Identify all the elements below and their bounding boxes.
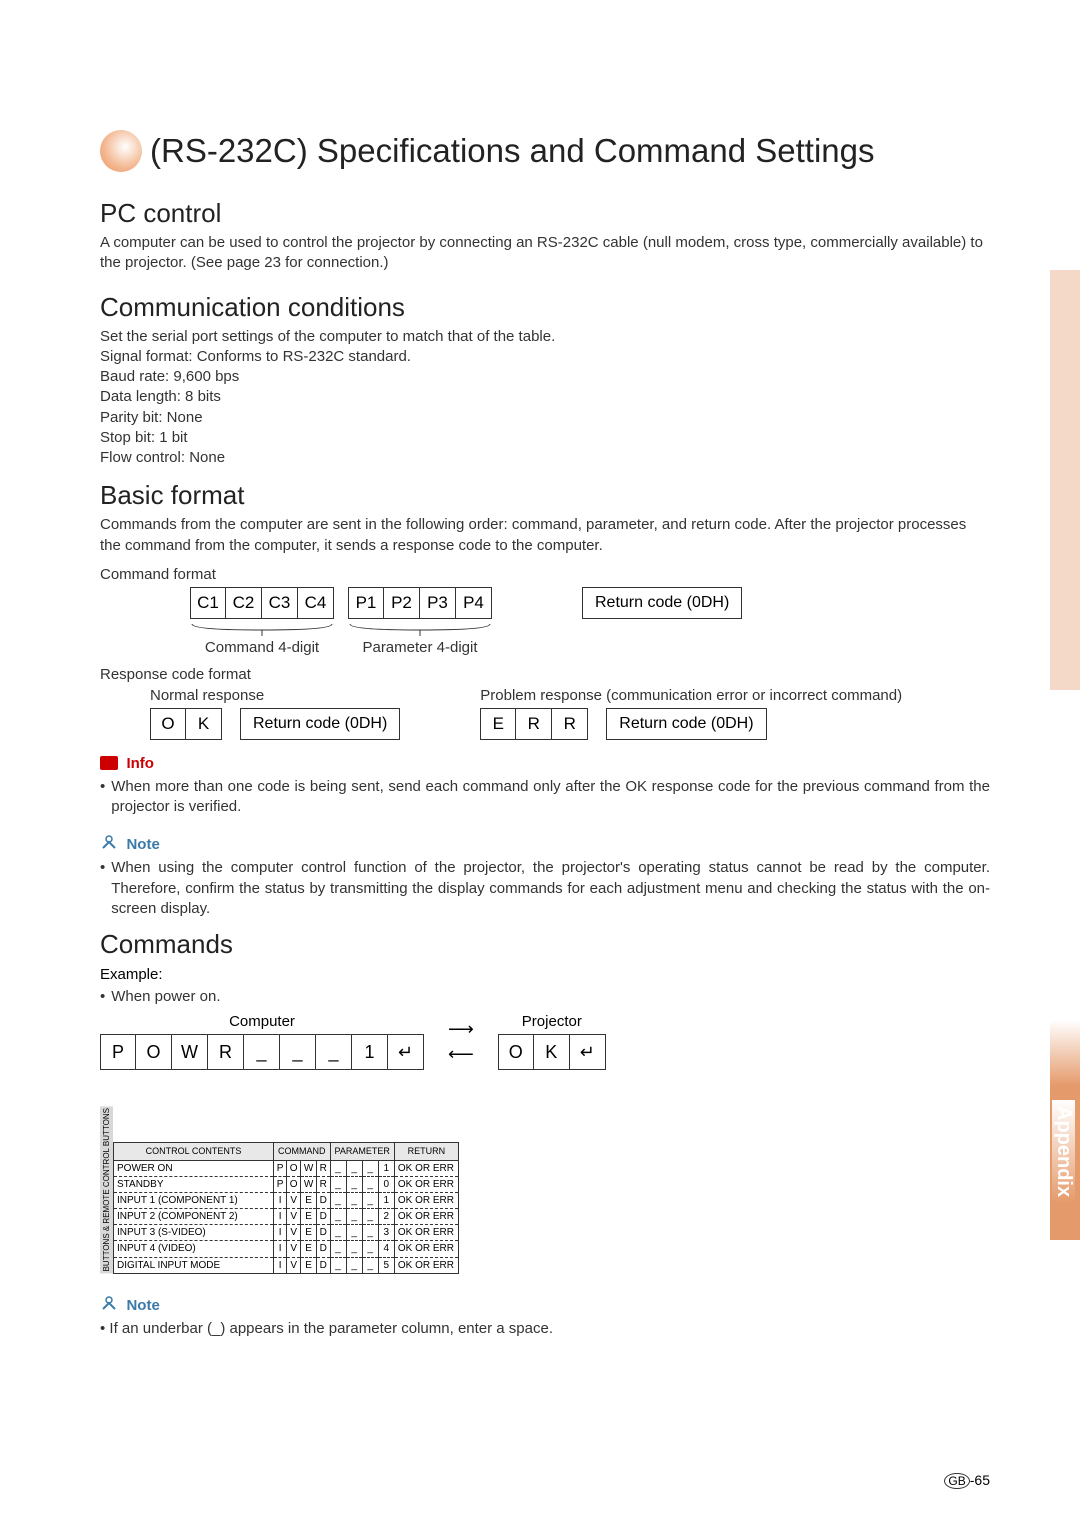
th-parameter: PARAMETER xyxy=(330,1143,394,1160)
spec-1: Baud rate: 9,600 bps xyxy=(100,367,990,387)
err-r2: R xyxy=(552,708,588,740)
cp-2: W xyxy=(172,1034,208,1070)
note2-text: If an underbar (_) appears in the parame… xyxy=(109,1320,553,1337)
commands-heading: Commands xyxy=(100,929,990,960)
note2-block: Note • If an underbar (_) appears in the… xyxy=(100,1292,990,1339)
cp-3: R xyxy=(208,1034,244,1070)
spec-3: Parity bit: None xyxy=(100,408,990,428)
response-row: Normal response O K Return code (0DH) Pr… xyxy=(100,687,990,740)
title-row: (RS-232C) Specifications and Command Set… xyxy=(100,130,990,172)
return-code-box-3: Return code (0DH) xyxy=(606,708,766,740)
sub-param: Parameter 4-digit xyxy=(348,639,492,656)
spec-5: Flow control: None xyxy=(100,448,990,468)
cp-7: 1 xyxy=(352,1034,388,1070)
note2-label: Note xyxy=(126,1297,159,1314)
command-format-label: Command format xyxy=(100,566,990,583)
sub-cmd: Command 4-digit xyxy=(190,639,334,656)
pc-control-body: A computer can be used to control the pr… xyxy=(100,233,990,274)
cp-0: P xyxy=(100,1034,136,1070)
note1-block: Note When using the computer control fun… xyxy=(100,831,990,919)
c1: C1 xyxy=(190,587,226,619)
info-block: Info When more than one code is being se… xyxy=(100,754,990,818)
pc-control-heading: PC control xyxy=(100,198,990,229)
return-code-box-1: Return code (0DH) xyxy=(582,587,742,619)
note1-text: When using the computer control function… xyxy=(111,858,990,919)
c4: C4 xyxy=(298,587,334,619)
table-side-label: BUTTONS & REMOTE CONTROL BUTTONS xyxy=(100,1106,113,1273)
book-icon xyxy=(100,756,118,770)
spec-list: Signal format: Conforms to RS-232C stand… xyxy=(100,347,990,469)
c2: C2 xyxy=(226,587,262,619)
page-title: (RS-232C) Specifications and Command Set… xyxy=(150,132,875,170)
comm-cond-heading: Communication conditions xyxy=(100,292,990,323)
problem-response-label: Problem response (communication error or… xyxy=(480,687,902,704)
return-code-box-2: Return code (0DH) xyxy=(240,708,400,740)
p4: P4 xyxy=(456,587,492,619)
cp-8: ↵ xyxy=(388,1034,424,1070)
computer-label: Computer xyxy=(100,1013,424,1030)
cp-5: _ xyxy=(280,1034,316,1070)
spec-4: Stop bit: 1 bit xyxy=(100,428,990,448)
cp-4: _ xyxy=(244,1034,280,1070)
comm-cond-intro: Set the serial port settings of the comp… xyxy=(100,327,990,347)
basic-format-body: Commands from the computer are sent in t… xyxy=(100,515,990,556)
pj-2: ↵ xyxy=(570,1034,606,1070)
note1-label: Note xyxy=(126,836,159,853)
cp-1: O xyxy=(136,1034,172,1070)
err-r1: R xyxy=(516,708,552,740)
pj-1: K xyxy=(534,1034,570,1070)
ok-k: K xyxy=(186,708,222,740)
sphere-icon xyxy=(100,130,142,172)
info-text: When more than one code is being sent, s… xyxy=(111,777,990,818)
p2: P2 xyxy=(384,587,420,619)
c3: C3 xyxy=(262,587,298,619)
pj-0: O xyxy=(498,1034,534,1070)
response-format-label: Response code format xyxy=(100,666,990,683)
basic-format-heading: Basic format xyxy=(100,480,990,511)
page-number: -65 xyxy=(970,1472,990,1488)
note-icon xyxy=(100,833,118,851)
command-format-row: C1 C2 C3 C4 P1 P2 P3 P4 Return code (0DH… xyxy=(190,587,990,619)
p3: P3 xyxy=(420,587,456,619)
projector-label: Projector xyxy=(498,1013,606,1030)
th-return: RETURN xyxy=(394,1143,458,1160)
info-label: Info xyxy=(126,755,154,772)
example-sub: When power on. xyxy=(111,987,220,1007)
normal-response-label: Normal response xyxy=(150,687,400,704)
example-label: Example: xyxy=(100,966,990,983)
page-footer: GB-65 xyxy=(944,1472,990,1488)
commands-table: CONTROL CONTENTS COMMAND PARAMETER RETUR… xyxy=(113,1142,459,1273)
err-e: E xyxy=(480,708,516,740)
ok-o: O xyxy=(150,708,186,740)
spec-2: Data length: 8 bits xyxy=(100,387,990,407)
arrows-icon: ⟶⟵ xyxy=(448,1019,474,1065)
computer-projector-row: Computer P O W R _ _ _ 1 ↵ ⟶⟵ Projector … xyxy=(100,1013,990,1070)
th-command: COMMAND xyxy=(274,1143,331,1160)
brace-row: Command 4-digit Parameter 4-digit xyxy=(190,623,990,656)
cp-6: _ xyxy=(316,1034,352,1070)
spec-0: Signal format: Conforms to RS-232C stand… xyxy=(100,347,990,367)
note-icon-2 xyxy=(100,1294,118,1312)
page-prefix: GB xyxy=(944,1473,969,1489)
th-contents: CONTROL CONTENTS xyxy=(114,1143,274,1160)
commands-table-wrap: BUTTONS & REMOTE CONTROL BUTTONS CONTROL… xyxy=(100,1106,990,1273)
p1: P1 xyxy=(348,587,384,619)
